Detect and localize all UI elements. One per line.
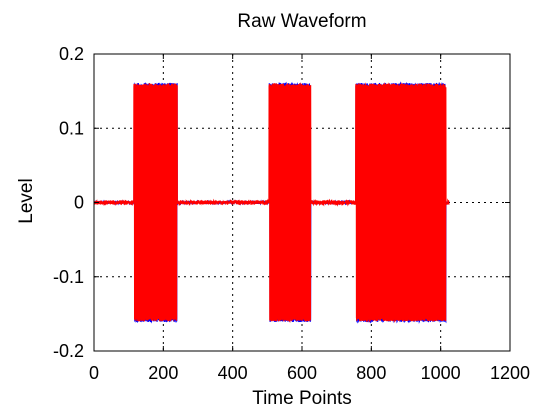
y-tick-label: -0.1: [53, 267, 84, 287]
x-tick-label: 800: [356, 363, 386, 383]
tick-layer: 0 200 400 600 800 1000 1200 -0.2 -0.1 0 0.1 0.2: [53, 44, 530, 383]
y-tick-label: 0.2: [59, 44, 84, 64]
y-tick-label: 0.1: [59, 118, 84, 138]
x-tick-label: 1200: [490, 363, 530, 383]
x-tick-label: 1000: [421, 363, 461, 383]
x-tick-label: 200: [148, 363, 178, 383]
series-layer: [93, 81, 450, 324]
x-tick-label: 400: [218, 363, 248, 383]
waveform-series-line: [93, 82, 450, 324]
y-tick-label: 0: [74, 193, 84, 213]
x-tick-label: 0: [89, 363, 99, 383]
x-axis-label: Time Points: [252, 388, 352, 409]
x-tick-label: 600: [287, 363, 317, 383]
y-axis-label: Level: [16, 178, 37, 223]
y-tick-label: -0.2: [53, 341, 84, 361]
chart-title: Raw Waveform: [237, 11, 366, 32]
